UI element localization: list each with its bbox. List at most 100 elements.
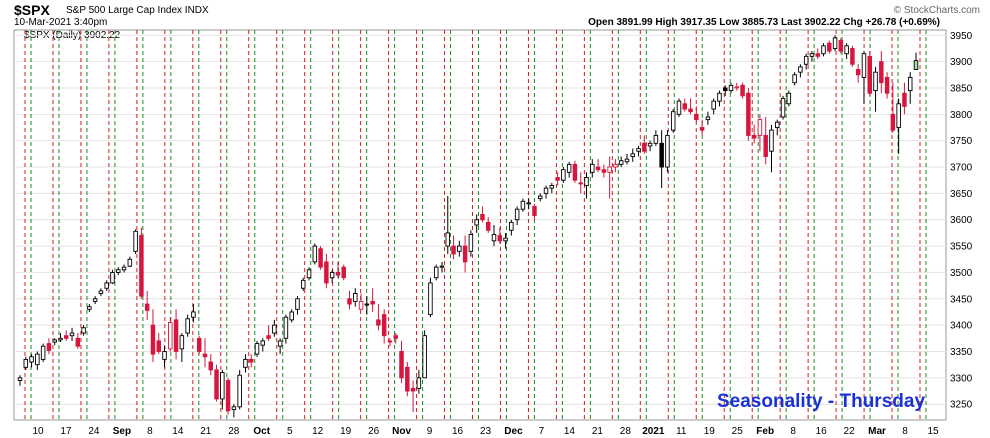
candle-body [676,100,682,115]
candle-body [624,158,630,163]
x-tick-label: 22 [844,426,856,437]
candle-body [590,163,595,173]
symbol-description: S&P 500 Large Cap Index INDX [66,5,209,16]
candle-body [827,42,832,52]
candle-body [474,219,479,226]
candle-body [803,55,809,65]
x-tick-label: Feb [756,426,774,437]
candle-body [561,169,566,181]
candle-body [688,108,693,113]
candle-body [150,324,156,355]
candle-body [306,269,312,279]
candle-body [850,47,855,65]
candle-body [353,293,358,302]
candle-body [549,185,555,189]
candle-body [659,142,664,168]
candle-body [775,121,780,128]
candle-body [526,202,531,205]
x-tick-label: 21 [200,426,212,437]
x-tick-label: 7 [539,426,545,437]
candle-body [798,66,803,73]
y-tick-label: 3850 [950,83,973,94]
candle-body [98,290,104,294]
x-tick-label: 8 [790,426,796,437]
x-tick-label: Nov [392,426,411,437]
candle-body [260,340,266,346]
candle-body [566,163,572,173]
candle-body [711,100,716,110]
axis-layer: 3250 3300 3350 3400 3450 3500 3550 3600 3650 3700… [32,31,972,437]
x-tick-label: 9 [427,426,433,437]
candle-body [653,134,659,144]
candle-body [202,353,208,358]
x-tick-label: 8 [147,426,153,437]
candle-body [35,353,40,366]
candle-body [104,282,109,289]
candle-body [491,234,497,242]
candle-body [191,311,196,318]
x-tick-label: 19 [340,426,352,437]
grid-layer [13,29,947,421]
candle-body [699,127,705,131]
candle-body [254,343,260,355]
y-tick-label: 3550 [950,242,973,253]
candle-body [358,300,364,310]
candle-body [196,337,202,352]
x-tick-label: 17 [60,426,72,437]
candle-body [740,84,745,97]
x-tick-label: 14 [564,426,576,437]
candle-body [75,337,81,347]
candle-body [364,303,370,306]
candle-body [393,335,398,339]
candle-body [283,316,289,339]
candle-body [618,160,624,165]
candle-body [879,61,884,84]
x-tick-label: 16 [816,426,828,437]
candle-body [578,182,583,185]
candle-body [237,374,242,408]
candle-body [324,261,329,284]
candle-body [855,69,861,76]
candle-body [87,306,92,310]
candle-body [613,163,618,168]
candle-body [746,92,751,136]
candle-body [890,113,896,131]
x-tick-label: 11 [676,426,687,437]
y-tick-label: 3800 [950,110,973,121]
candle-body [173,319,179,352]
candle-body [832,37,838,49]
candle-body [642,142,647,152]
candle-body [335,271,341,276]
x-tick-label: 8 [902,426,908,437]
candle-body [538,195,543,200]
candle-body [133,230,138,252]
candle-body [503,237,508,242]
candle-body [289,311,294,321]
candle-body [405,366,410,392]
candle-body [902,92,907,107]
stockcharts-brand: © StockCharts.com [893,5,980,16]
candle-body [468,234,474,252]
candle-body [29,356,34,363]
candle-body [266,335,271,339]
candle-body [312,245,318,263]
candle-body [705,116,711,121]
y-tick-label: 3500 [950,268,973,279]
candle-body [81,327,86,334]
candle-body [52,339,57,343]
y-tick-label: 3950 [950,31,973,42]
candle-body [387,340,393,343]
candle-body [168,322,173,350]
candle-body [457,245,462,252]
candle-body [520,200,526,210]
candle-body [896,103,901,128]
candle-body [584,177,589,186]
y-tick-label: 3750 [950,136,973,147]
candle-body [786,92,792,105]
candle-body [462,245,468,263]
candle-body [636,148,641,152]
symbol-title: $SPX [14,2,50,18]
candle-body [139,235,144,297]
x-tick-label: 23 [480,426,492,437]
candle-body [873,71,878,92]
